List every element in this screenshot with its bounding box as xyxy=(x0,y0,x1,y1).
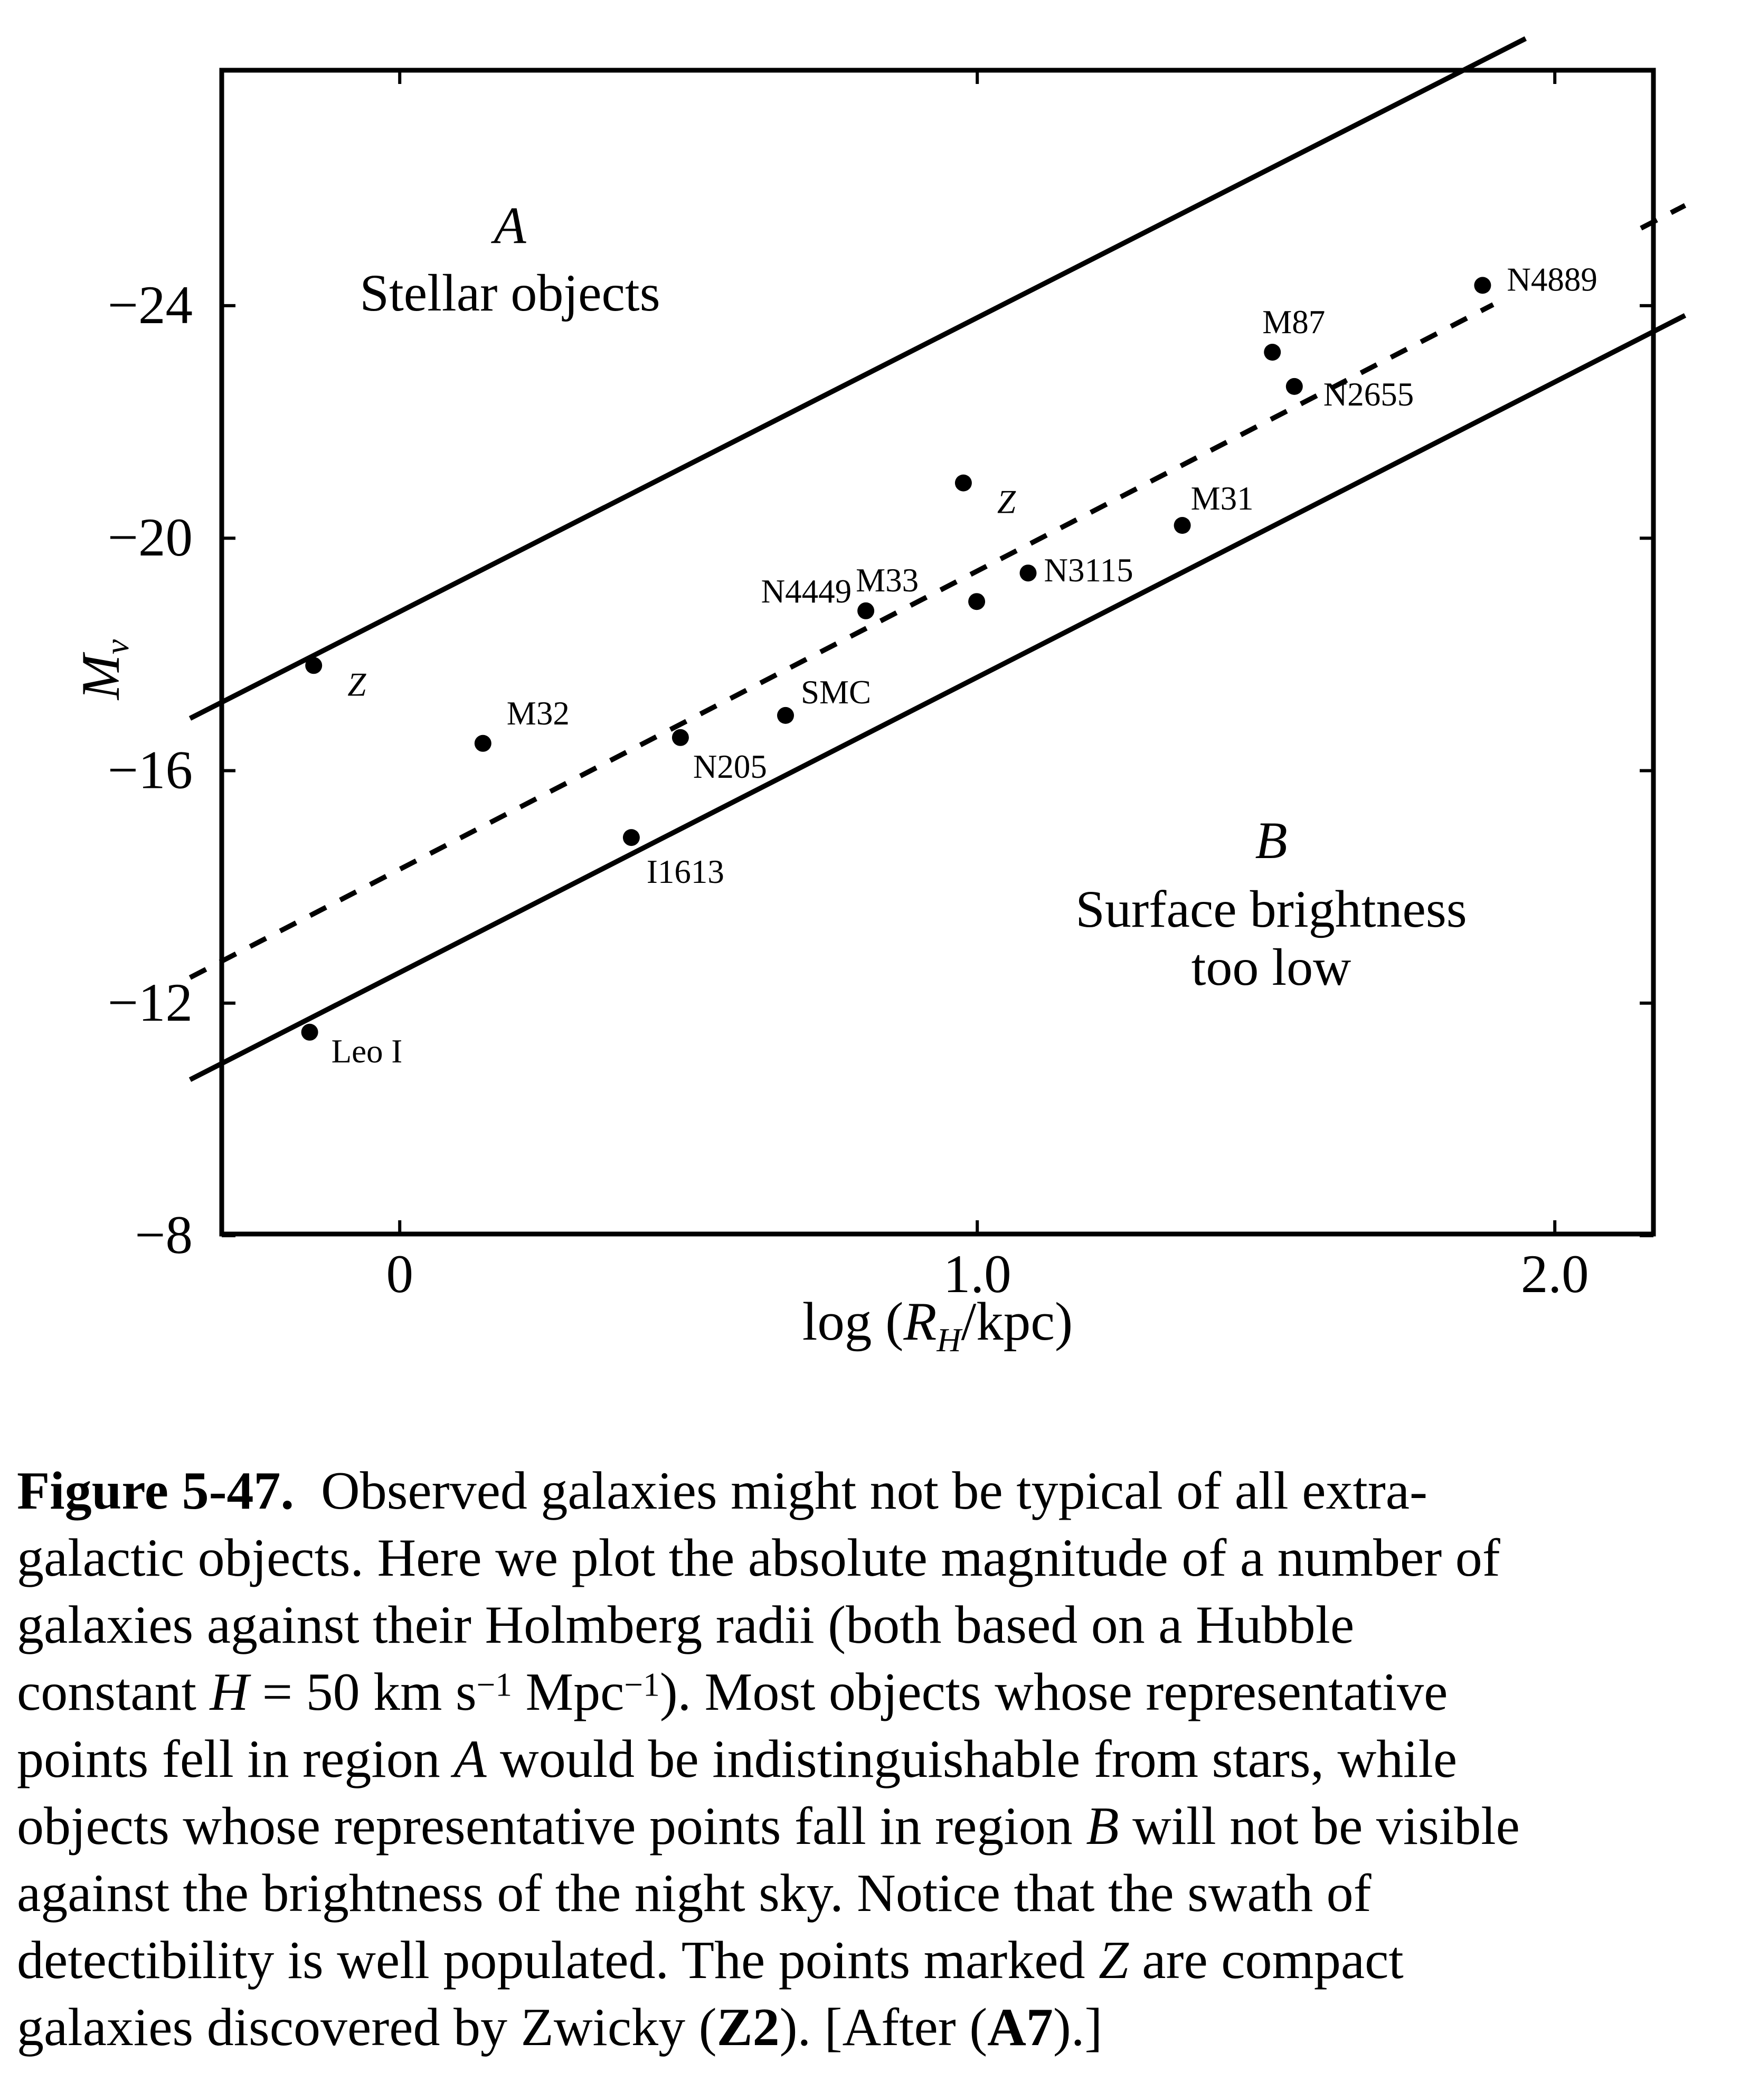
svg-text:−8: −8 xyxy=(135,1205,193,1265)
svg-text:N3115: N3115 xyxy=(1044,552,1133,589)
svg-text:Z: Z xyxy=(997,484,1016,521)
svg-text:N4449: N4449 xyxy=(761,573,852,610)
svg-text:−20: −20 xyxy=(108,507,193,568)
svg-text:Leo I: Leo I xyxy=(332,1033,403,1070)
svg-text:Z: Z xyxy=(347,666,366,703)
svg-text:N2655: N2655 xyxy=(1323,376,1414,413)
svg-text:−24: −24 xyxy=(108,275,193,335)
svg-text:I1613: I1613 xyxy=(647,853,724,890)
svg-text:M31: M31 xyxy=(1191,480,1254,517)
svg-text:2.0: 2.0 xyxy=(1521,1244,1589,1304)
svg-text:Stellar objects: Stellar objects xyxy=(360,263,660,322)
svg-text:B: B xyxy=(1255,811,1287,870)
svg-text:M32: M32 xyxy=(507,695,570,732)
svg-text:N4889: N4889 xyxy=(1507,261,1597,298)
svg-text:M87: M87 xyxy=(1262,304,1325,341)
svg-text:A: A xyxy=(490,196,526,255)
svg-text:0: 0 xyxy=(386,1244,413,1304)
svg-text:Surface brightness: Surface brightness xyxy=(1075,880,1467,938)
svg-text:N205: N205 xyxy=(693,748,767,785)
svg-text:−12: −12 xyxy=(108,973,193,1033)
svg-text:−16: −16 xyxy=(108,740,193,801)
svg-text:M33: M33 xyxy=(856,562,919,599)
svg-text:SMC: SMC xyxy=(801,674,871,711)
svg-text:too low: too low xyxy=(1191,938,1351,996)
